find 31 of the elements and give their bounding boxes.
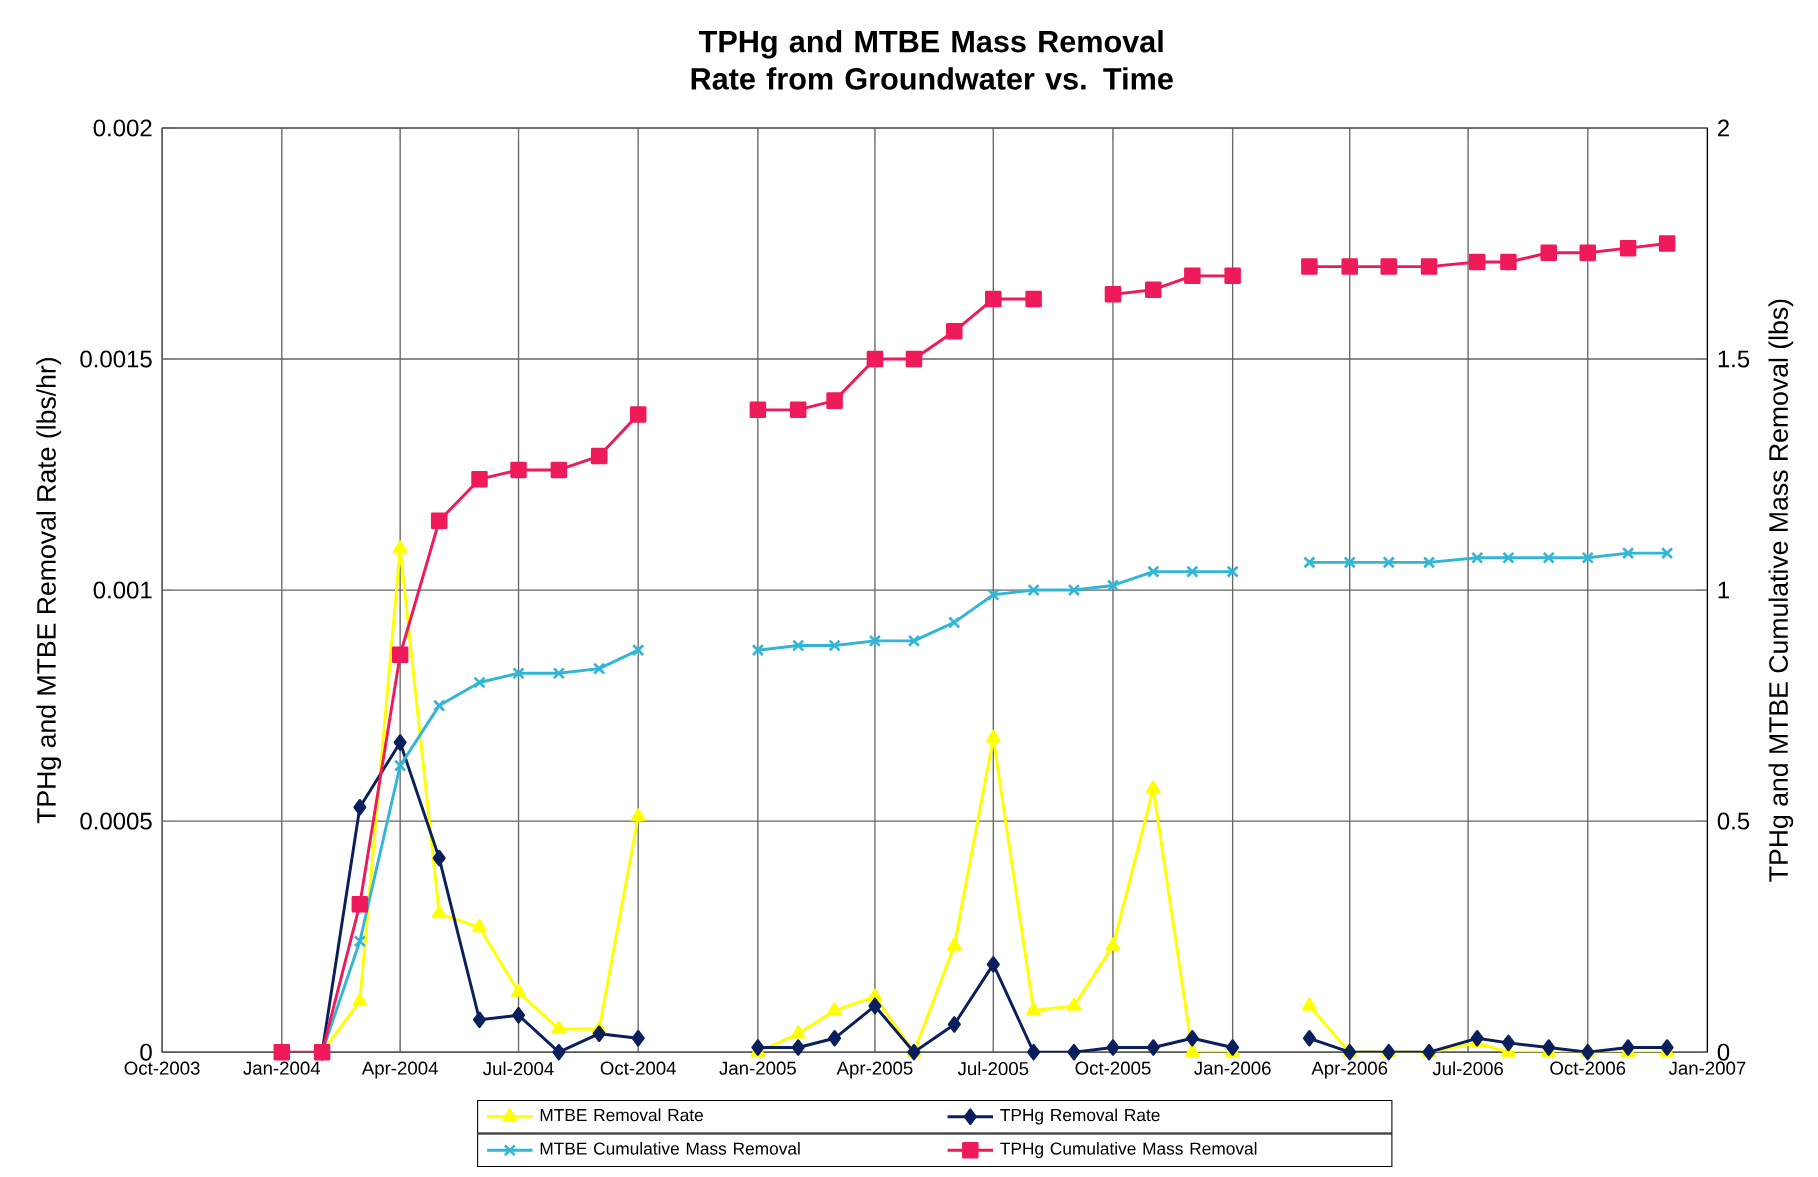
y-tick-label: 0.0005: [80, 812, 152, 830]
x-tick-label: Jul-2005: [957, 1061, 1029, 1076]
y-tick-label: 0: [140, 1043, 152, 1061]
x-tick-label: Jan-2005: [719, 1061, 796, 1075]
x-tick-label: Jan-2006: [1194, 1061, 1271, 1075]
x-tick-label: Jul-2004: [483, 1061, 554, 1076]
y2-tick-label: 0: [1717, 1043, 1730, 1061]
x-tick-label: Oct-2005: [1075, 1061, 1151, 1075]
chart-title: TPHg and MTBE Mass Removal Rate from Groundwater vs. Time: [691, 29, 1173, 90]
legend-label: MTBE Cumulative Mass Removal: [540, 1141, 800, 1155]
y2-tick-label: 0.5: [1717, 812, 1750, 830]
x-tick-label: Oct-2003: [124, 1061, 200, 1075]
legend-label: MTBE Removal Rate: [540, 1108, 703, 1122]
x-tick-label: Apr-2004: [361, 1061, 438, 1079]
legend-label: TPHg Cumulative Mass Removal: [1000, 1141, 1257, 1159]
legend-label: TPHg Removal Rate: [1000, 1108, 1160, 1125]
y2-tick-label: 2: [1718, 119, 1729, 137]
x-tick-label: Oct-2004: [600, 1061, 676, 1075]
x-tick-label: Apr-2006: [1311, 1061, 1388, 1079]
x-tick-label: Jan-2007: [1668, 1061, 1746, 1075]
x-tick-label: Jan-2004: [243, 1061, 321, 1075]
y-axis-title: TPHg and MTBE Removal Rate (lbs/hr): [36, 357, 62, 824]
y-tick-label: 0.002: [93, 119, 152, 137]
x-tick-label: Oct-2006: [1550, 1061, 1626, 1075]
x-tick-label: Apr-2005: [836, 1061, 913, 1079]
y2-tick-label: 1.5: [1718, 350, 1750, 368]
y2-axis-title: TPHg and MTBE Cumulative Mass Removal (lbs): [1768, 299, 1794, 882]
x-tick-label: Jul-2006: [1432, 1061, 1503, 1076]
y2-tick-label: 1: [1718, 581, 1729, 599]
y-tick-label: 0.001: [93, 581, 152, 599]
y-tick-label: 0.0015: [80, 350, 152, 368]
